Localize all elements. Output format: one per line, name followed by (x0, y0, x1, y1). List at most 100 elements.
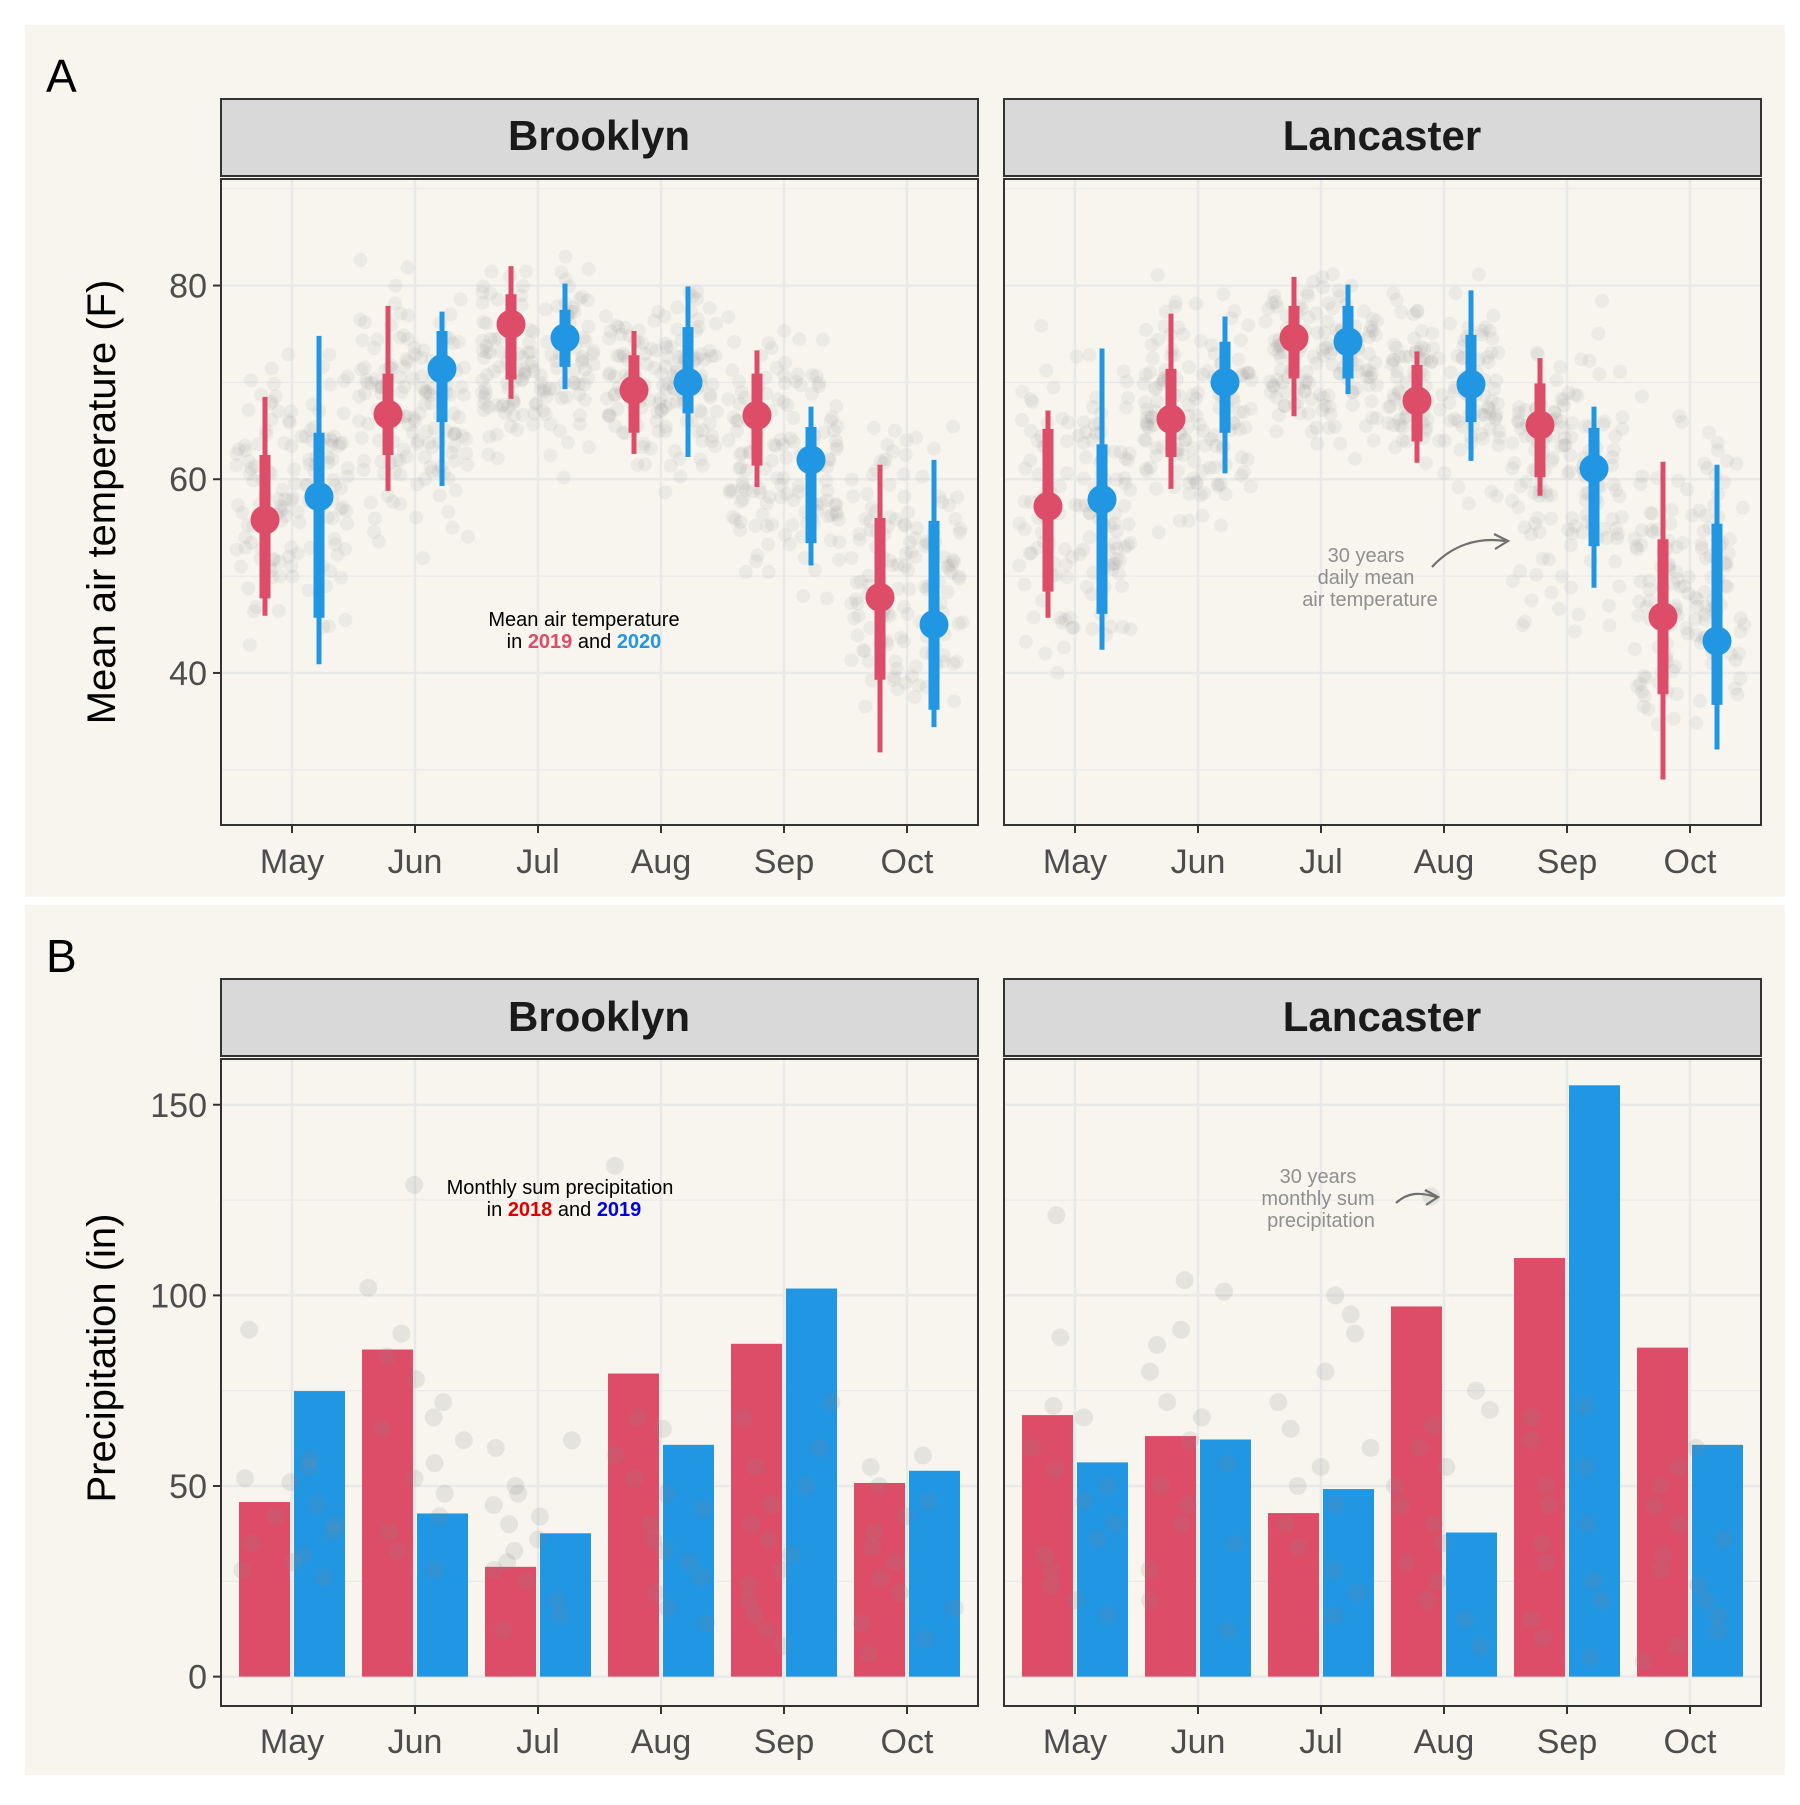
background-dot-a-lancaster (1634, 523, 1649, 538)
background-dot-a-brooklyn (689, 292, 704, 307)
background-dot-a-brooklyn (940, 558, 955, 573)
background-dot-a-lancaster (1195, 423, 1210, 438)
background-dot-a-brooklyn (581, 440, 596, 455)
background-dot-a-brooklyn (697, 352, 712, 367)
background-dot-a-brooklyn (901, 563, 916, 578)
background-point-b-lancaster (1651, 1560, 1670, 1579)
background-dot-a-brooklyn (725, 483, 740, 498)
background-point-b-brooklyn (405, 1469, 424, 1488)
background-dot-a-brooklyn (873, 454, 888, 469)
background-dot-a-lancaster (1365, 323, 1380, 338)
background-dot-a-lancaster (1227, 416, 1242, 431)
axes-b-lancaster: May Jun Jul Aug Sep Oct (1003, 1058, 1762, 1761)
background-dot-a-brooklyn (272, 554, 287, 569)
background-dot-a-brooklyn (475, 385, 490, 400)
background-point-b-lancaster (1687, 1438, 1706, 1457)
background-dot-a-brooklyn (407, 340, 422, 355)
background-dot-a-lancaster (1365, 410, 1380, 425)
background-dot-a-lancaster (1065, 620, 1080, 635)
background-dot-a-lancaster (1646, 525, 1661, 540)
background-dot-a-brooklyn (946, 419, 961, 434)
background-point-b-brooklyn (657, 1484, 676, 1503)
background-dot-a-brooklyn (658, 400, 673, 415)
background-dot-a-brooklyn (271, 404, 286, 419)
mean-point-2019 (1648, 602, 1678, 632)
background-dot-a-brooklyn (888, 512, 903, 527)
background-dot-a-brooklyn (731, 374, 746, 389)
background-dot-a-brooklyn (294, 429, 309, 444)
background-dot-a-lancaster (1268, 294, 1283, 309)
background-dot-a-brooklyn (732, 397, 747, 412)
background-dot-a-brooklyn (779, 450, 794, 465)
background-dot-a-lancaster (1359, 419, 1374, 434)
background-dot-a-lancaster (1297, 383, 1312, 398)
bar-2019-jul (540, 1533, 591, 1677)
background-dot-a-brooklyn (419, 424, 434, 439)
x-tick-label-a-lancaster: Jul (1299, 843, 1342, 881)
background-point-b-lancaster (1316, 1362, 1335, 1381)
background-dot-a-brooklyn (424, 464, 439, 479)
background-dot-a-brooklyn (353, 252, 368, 267)
background-dot-a-brooklyn (451, 334, 466, 349)
background-dot-a-lancaster (1149, 481, 1164, 496)
background-dot-a-lancaster (1267, 333, 1282, 348)
background-dot-a-brooklyn (940, 561, 955, 576)
background-dot-a-brooklyn (414, 350, 429, 365)
background-dot-a-brooklyn (476, 403, 491, 418)
background-dot-a-brooklyn (284, 559, 299, 574)
background-dot-a-brooklyn (721, 433, 736, 448)
background-dot-a-lancaster (1182, 486, 1197, 501)
background-dot-a-lancaster (1117, 540, 1132, 555)
facet-b-lancaster (1004, 1059, 1761, 1706)
mean-point-2020 (427, 354, 457, 384)
background-dot-a-lancaster (1484, 345, 1499, 360)
background-point-b-lancaster (1581, 1648, 1600, 1667)
background-dot-a-lancaster (1148, 380, 1163, 395)
background-dot-a-brooklyn (359, 373, 374, 388)
bar-2018-may (239, 1502, 290, 1677)
background-dot-a-brooklyn (762, 489, 777, 504)
background-dot-a-brooklyn (821, 451, 836, 466)
background-point-b-brooklyn (890, 1583, 909, 1602)
background-dot-a-lancaster (1144, 337, 1159, 352)
background-point-b-brooklyn (810, 1438, 829, 1457)
background-dot-a-lancaster (1728, 653, 1743, 668)
bar-2018-aug (608, 1373, 659, 1677)
background-point-b-lancaster (1074, 1408, 1093, 1427)
background-dot-a-lancaster (1052, 479, 1067, 494)
background-dot-a-brooklyn (670, 322, 685, 337)
background-dot-a-brooklyn (654, 366, 669, 381)
background-point-b-brooklyn (425, 1454, 444, 1473)
background-dot-a-lancaster (1451, 480, 1466, 495)
background-dot-a-brooklyn (734, 385, 749, 400)
mean-point-2020 (304, 482, 334, 512)
background-dot-a-brooklyn (387, 296, 402, 311)
background-dot-a-lancaster (1107, 444, 1122, 459)
background-dot-a-brooklyn (246, 473, 261, 488)
background-dot-a-lancaster (1386, 418, 1401, 433)
background-dot-a-brooklyn (527, 406, 542, 421)
background-dot-a-lancaster (1513, 479, 1528, 494)
background-dot-a-lancaster (1642, 582, 1657, 597)
background-dot-a-brooklyn (727, 334, 742, 349)
background-dot-a-brooklyn (773, 490, 788, 505)
background-dot-a-brooklyn (776, 395, 791, 410)
background-dot-a-lancaster (1267, 342, 1282, 357)
background-dot-a-brooklyn (804, 386, 819, 401)
background-dot-a-brooklyn (271, 604, 286, 619)
background-dot-a-brooklyn (854, 574, 869, 589)
background-dot-a-brooklyn (647, 313, 662, 328)
background-dot-a-lancaster (1560, 466, 1575, 481)
background-dot-a-brooklyn (275, 483, 290, 498)
background-dot-a-brooklyn (554, 265, 569, 280)
background-dot-a-brooklyn (392, 330, 407, 345)
background-dot-a-brooklyn (331, 439, 346, 454)
background-dot-a-brooklyn (323, 564, 338, 579)
background-dot-a-lancaster (1605, 450, 1620, 465)
panel-a-annotation-arrowhead (1493, 533, 1511, 550)
background-dot-a-lancaster (1535, 551, 1550, 566)
background-dot-a-lancaster (1017, 522, 1032, 537)
background-dot-a-brooklyn (460, 529, 475, 544)
background-dot-a-lancaster (1418, 456, 1433, 471)
